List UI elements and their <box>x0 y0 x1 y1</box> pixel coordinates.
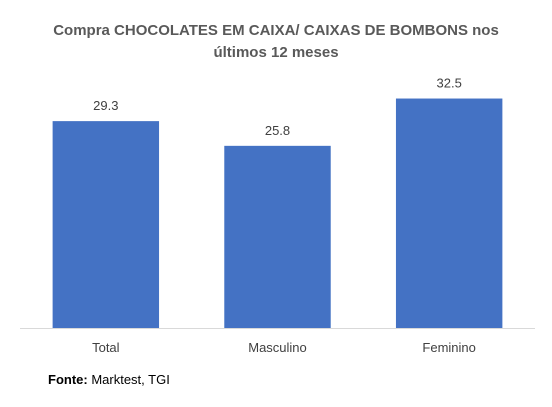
value-label-feminino: 32.5 <box>437 76 462 91</box>
chart-title: Compra CHOCOLATES EM CAIXA/ CAIXAS DE BO… <box>53 22 499 61</box>
bar-feminino <box>395 98 503 328</box>
bar-masculino <box>224 145 331 328</box>
bar-total <box>52 121 160 329</box>
bars-layer <box>52 98 503 329</box>
source-note: Fonte: Marktest, TGI <box>48 372 170 387</box>
category-label-feminino: Feminino <box>422 340 475 355</box>
category-labels-layer: Total Masculino Feminino <box>92 340 476 355</box>
category-label-total: Total <box>92 340 120 355</box>
source-text: Marktest, TGI <box>87 372 170 387</box>
source-label: Fonte: <box>48 372 88 387</box>
value-labels-layer: 29.3 25.8 32.5 <box>93 76 462 138</box>
value-label-total: 29.3 <box>93 98 118 113</box>
value-label-masculino: 25.8 <box>265 123 290 138</box>
category-label-masculino: Masculino <box>248 340 307 355</box>
